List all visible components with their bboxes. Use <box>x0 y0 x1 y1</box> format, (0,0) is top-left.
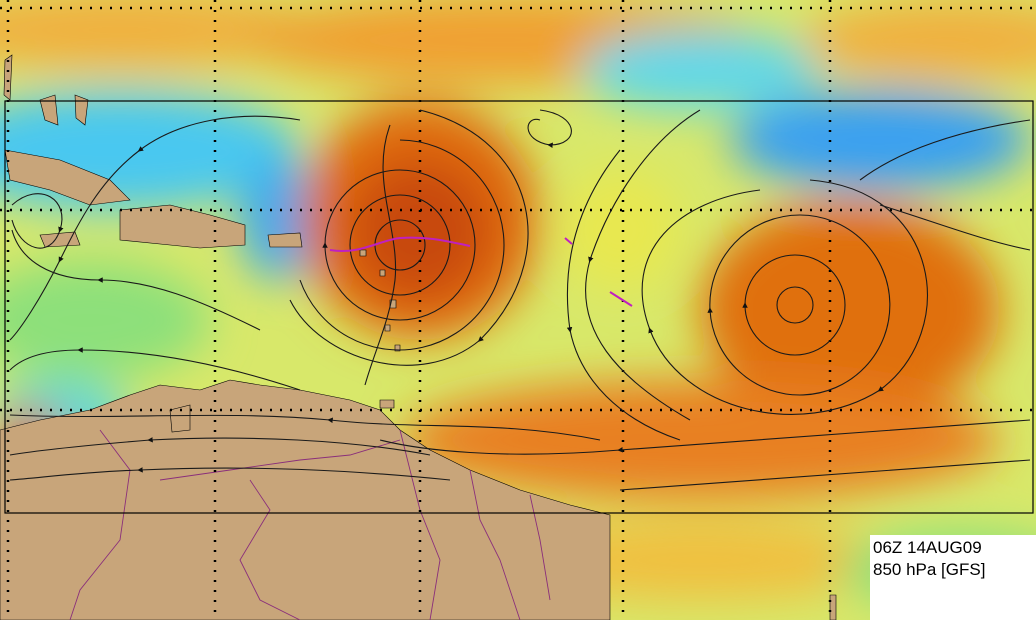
streamlines <box>9 109 1031 491</box>
level-label: 850 hPa [GFS] <box>873 560 986 579</box>
bahamas <box>3 54 89 126</box>
time-label: 06Z 14AUG09 <box>873 538 982 557</box>
lake <box>169 404 191 433</box>
jamaica <box>39 231 81 248</box>
lesser-antilles <box>359 249 401 409</box>
label-box: 06Z 14AUG09 850 hPa [GFS] <box>870 535 1036 620</box>
tick <box>829 594 837 620</box>
puerto-rico <box>267 232 303 248</box>
domain-box <box>4 100 1034 514</box>
